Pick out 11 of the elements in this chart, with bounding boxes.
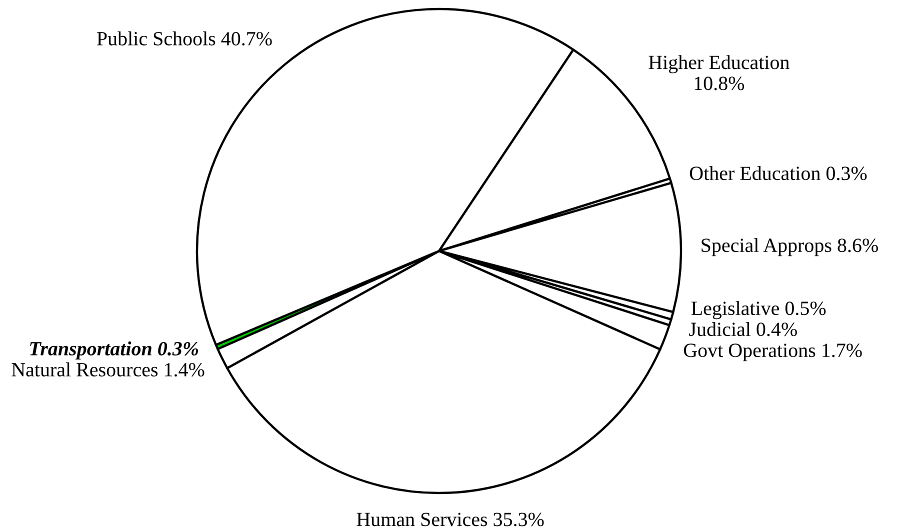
slice-label: Legislative 0.5% <box>691 300 826 320</box>
slice-label: Higher Education <box>648 55 790 74</box>
slice-label: Special Approps 8.6% <box>702 238 878 256</box>
slice-label: Other Education 0.3% <box>690 166 867 180</box>
slice-label: Human Services 35.3% <box>356 512 544 526</box>
slice-label: Public Schools 40.7% <box>97 31 272 46</box>
slice-label: Govt Operations 1.7% <box>684 344 862 362</box>
slice-label: Natural Resources 1.4% <box>12 362 204 377</box>
slice-label: Transportation 0.3% <box>30 341 198 360</box>
data-label: 10.8% <box>694 76 744 90</box>
slice-label: Judicial 0.4% <box>689 322 797 336</box>
